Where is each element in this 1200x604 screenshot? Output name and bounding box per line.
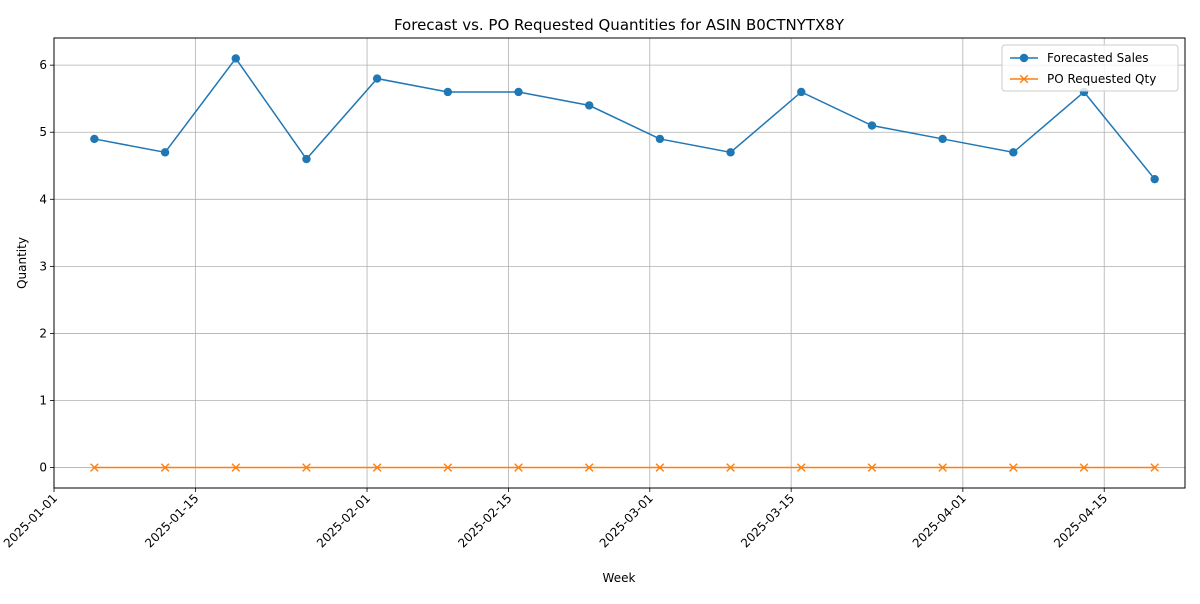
x-tick-label: 2025-04-15 <box>1051 491 1110 550</box>
x-tick-label: 2025-02-15 <box>455 491 514 550</box>
legend-marker <box>1019 53 1029 63</box>
y-axis-label: Quantity <box>15 237 29 289</box>
data-point <box>1150 463 1160 472</box>
data-point <box>938 134 947 144</box>
series-po-requested-qty <box>90 463 1160 472</box>
chart-title: Forecast vs. PO Requested Quantities for… <box>394 16 845 34</box>
y-tick-label: 4 <box>39 192 47 206</box>
x-axis-label: Week <box>603 571 636 585</box>
data-point <box>1009 463 1018 472</box>
legend-marker <box>1019 74 1029 84</box>
data-point <box>302 463 311 472</box>
y-tick-label: 1 <box>39 393 47 407</box>
y-tick-label: 5 <box>39 125 47 139</box>
x-tick-label: 2025-02-01 <box>314 491 373 550</box>
data-point <box>231 54 240 63</box>
data-point <box>796 463 806 472</box>
legend: Forecasted Sales PO Requested Qty <box>1001 44 1179 92</box>
data-point <box>372 463 382 472</box>
data-point <box>372 74 382 83</box>
y-tick-label: 2 <box>39 326 47 340</box>
data-point <box>726 148 735 157</box>
data-point <box>231 463 241 472</box>
data-point <box>1009 148 1018 157</box>
data-point <box>90 134 99 144</box>
x-tick-label: 2025-01-15 <box>142 491 201 550</box>
data-point <box>726 463 735 472</box>
legend-label: Forecasted Sales <box>1047 51 1149 65</box>
data-point <box>655 463 665 472</box>
data-point <box>797 87 806 97</box>
data-point <box>514 87 523 97</box>
x-axis: 2025-01-01 2025-01-15 2025-02-01 2025-02-15… <box>1 488 1110 550</box>
series-layer <box>90 54 1160 472</box>
data-point <box>655 134 665 144</box>
data-point <box>585 101 594 110</box>
series-forecasted-sales <box>90 54 1159 184</box>
y-tick-label: 6 <box>39 58 47 72</box>
y-axis: 0 1 2 3 4 5 6 <box>39 58 54 475</box>
data-point <box>443 463 453 472</box>
x-tick-label: 2025-01-01 <box>1 491 60 550</box>
data-point <box>867 463 877 472</box>
data-point <box>1079 463 1089 472</box>
x-tick-label: 2025-03-15 <box>738 491 797 550</box>
data-point <box>160 463 170 472</box>
data-point <box>1150 174 1159 184</box>
data-point <box>938 463 947 472</box>
grid <box>53 38 1185 488</box>
data-point <box>584 463 594 472</box>
data-point <box>90 463 99 472</box>
plot-frame <box>53 37 1186 489</box>
x-tick-label: 2025-04-01 <box>910 491 969 550</box>
data-point <box>160 148 170 157</box>
data-point <box>514 463 523 472</box>
x-tick-label: 2025-03-01 <box>597 491 656 550</box>
data-point <box>867 121 877 130</box>
legend-label: PO Requested Qty <box>1047 72 1156 86</box>
legend-box <box>1001 44 1179 92</box>
series-line <box>94 57 1156 180</box>
y-tick-label: 3 <box>39 259 47 273</box>
y-tick-label: 0 <box>39 461 47 475</box>
data-point <box>443 87 453 97</box>
data-point <box>302 154 311 164</box>
